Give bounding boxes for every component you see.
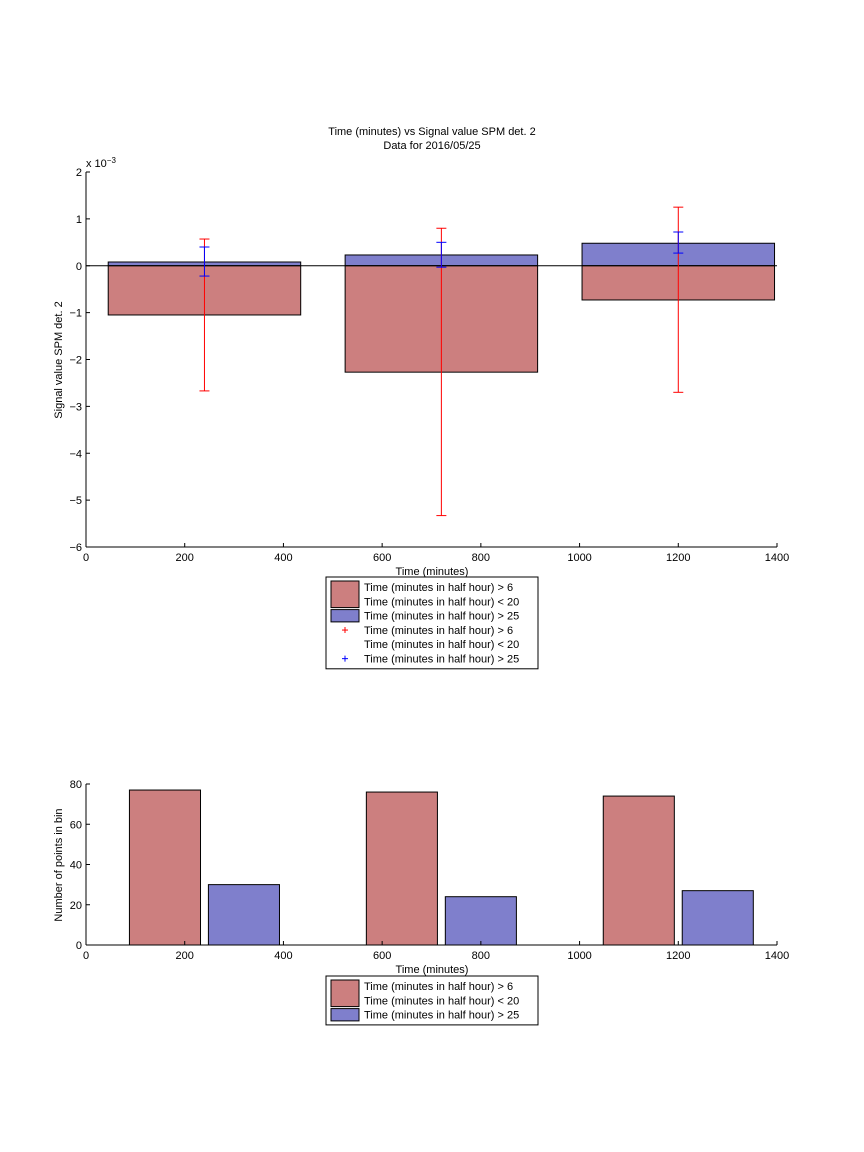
- x-tick-label: 1200: [666, 950, 690, 962]
- legend-label: Time (minutes in half hour) < 20: [364, 995, 519, 1007]
- x-axis-label: Time (minutes): [396, 964, 469, 976]
- legend: Time (minutes in half hour) > 6 Time (min…: [325, 975, 539, 1026]
- x-tick-label: 0: [83, 950, 89, 962]
- chart-title-line1: Time (minutes) vs Signal value SPM det. …: [328, 126, 535, 138]
- y-tick-label: −4: [69, 448, 82, 460]
- x-tick-label: 800: [472, 950, 490, 962]
- signal-chart: Time (minutes) vs Signal value SPM det. …: [53, 126, 789, 670]
- legend: Time (minutes in half hour) > 6 Time (min…: [325, 576, 539, 670]
- legend-label: Time (minutes in half hour) < 20: [364, 596, 519, 608]
- count-chart: 0 200 400 600 800 1000 1200 1400 0 20 40 60 80 Time …: [53, 779, 789, 1026]
- y-exponent-base: x 10−3: [86, 156, 116, 170]
- axes: 0 200 400 600 800 1000 1200 1400 0 20 40 60 80: [70, 779, 789, 962]
- legend-label: Time (minutes in half hour) < 20: [364, 639, 519, 651]
- legend-label: Time (minutes in half hour) > 6: [364, 582, 513, 594]
- x-tick-label: 600: [373, 950, 391, 962]
- error-bars: [199, 206, 684, 517]
- y-tick-label: −6: [69, 542, 82, 554]
- legend-swatch: [330, 580, 360, 609]
- bar-blue: [681, 890, 754, 946]
- legend-label: Time (minutes in half hour) > 6: [364, 625, 513, 637]
- x-tick-label: 600: [373, 552, 391, 564]
- y-tick-label: 80: [70, 779, 82, 791]
- y-axis-label: Number of points in bin: [53, 808, 65, 921]
- y-tick-label: 0: [76, 261, 82, 273]
- y-tick-label: 1: [76, 214, 82, 226]
- y-tick-label: 20: [70, 900, 82, 912]
- legend-label: Time (minutes in half hour) > 25: [364, 654, 519, 666]
- bars: [128, 789, 754, 946]
- bar-blue: [207, 884, 280, 946]
- y-tick-label: −5: [69, 495, 82, 507]
- y-tick-label: −2: [69, 355, 82, 367]
- y-tick-label: 2: [76, 167, 82, 179]
- x-tick-label: 0: [83, 552, 89, 564]
- legend-label: Time (minutes in half hour) > 6: [364, 981, 513, 993]
- bar-red: [602, 795, 675, 946]
- legend-box: [325, 576, 539, 670]
- y-axis-label: Signal value SPM det. 2: [53, 301, 65, 418]
- x-tick-label: 1400: [765, 950, 789, 962]
- legend-swatch: [330, 979, 360, 1008]
- x-axis-label: Time (minutes): [396, 566, 469, 578]
- bar-red: [365, 791, 438, 946]
- axes: 0 200 400 600 800 1000 1200 1400 −6 −5 −4 −3 −2 −1 0 1 2: [69, 167, 789, 564]
- x-tick-label: 400: [274, 950, 292, 962]
- x-tick-label: 400: [274, 552, 292, 564]
- y-tick-label: 40: [70, 860, 82, 872]
- y-tick-label: −1: [69, 308, 82, 320]
- legend-swatch: [330, 1008, 360, 1022]
- y-tick-label: 60: [70, 819, 82, 831]
- y-tick-label: −3: [69, 401, 82, 413]
- chart-title-line2: Data for 2016/05/25: [383, 140, 480, 152]
- x-tick-label: 1000: [567, 950, 591, 962]
- bar-red: [128, 789, 202, 946]
- bar-blue: [444, 896, 517, 946]
- x-tick-label: 1000: [567, 552, 591, 564]
- x-tick-label: 1400: [765, 552, 789, 564]
- legend-label: Time (minutes in half hour) > 25: [364, 611, 519, 623]
- x-tick-label: 200: [176, 552, 194, 564]
- y-tick-label: 0: [76, 940, 82, 952]
- legend-box: [325, 975, 539, 1026]
- x-tick-label: 1200: [666, 552, 690, 564]
- legend-label: Time (minutes in half hour) > 25: [364, 1010, 519, 1022]
- x-tick-label: 800: [472, 552, 490, 564]
- x-tick-label: 200: [176, 950, 194, 962]
- legend-swatch: [330, 609, 360, 623]
